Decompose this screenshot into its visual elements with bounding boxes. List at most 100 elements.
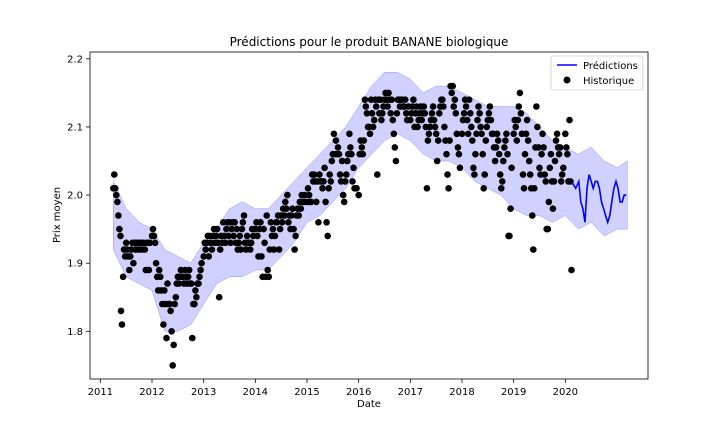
history-point bbox=[304, 185, 312, 192]
history-point bbox=[496, 171, 504, 178]
history-point bbox=[526, 171, 534, 178]
history-point bbox=[344, 157, 351, 165]
history-point bbox=[439, 96, 446, 103]
history-point bbox=[319, 185, 326, 192]
history-point bbox=[321, 164, 328, 172]
history-point bbox=[513, 137, 521, 144]
history-point bbox=[424, 137, 432, 144]
history-point bbox=[451, 96, 459, 103]
history-point bbox=[208, 246, 216, 253]
history-point bbox=[492, 144, 500, 151]
history-point bbox=[166, 300, 173, 308]
history-point bbox=[531, 185, 538, 192]
history-point bbox=[429, 103, 437, 110]
history-point bbox=[467, 110, 474, 117]
x-tick-label: 2012 bbox=[139, 387, 164, 398]
plot-area bbox=[89, 51, 649, 380]
history-point bbox=[330, 130, 338, 138]
history-point bbox=[197, 266, 204, 274]
history-point bbox=[281, 212, 288, 219]
history-point bbox=[464, 130, 472, 138]
history-point bbox=[514, 116, 522, 124]
x-tick-label: 2017 bbox=[398, 387, 423, 398]
history-point bbox=[445, 185, 452, 192]
history-point bbox=[151, 239, 159, 247]
history-point bbox=[552, 137, 560, 144]
history-point bbox=[263, 212, 271, 219]
history-point bbox=[247, 239, 255, 247]
history-point bbox=[538, 150, 545, 158]
history-point bbox=[228, 225, 235, 233]
history-point bbox=[487, 116, 495, 124]
history-point bbox=[392, 157, 400, 165]
history-point bbox=[260, 225, 267, 233]
history-point bbox=[223, 225, 230, 233]
history-point bbox=[502, 137, 509, 144]
history-point bbox=[460, 110, 468, 117]
history-point bbox=[481, 171, 489, 178]
history-point bbox=[289, 205, 296, 212]
history-point bbox=[184, 273, 192, 281]
history-point bbox=[476, 110, 483, 117]
history-point bbox=[560, 164, 567, 172]
history-point bbox=[227, 239, 234, 247]
history-point bbox=[212, 232, 220, 240]
history-point bbox=[127, 253, 134, 260]
history-point bbox=[483, 123, 491, 131]
history-point bbox=[535, 144, 542, 151]
history-point bbox=[551, 157, 559, 165]
history-point bbox=[343, 171, 350, 178]
history-point bbox=[372, 103, 380, 110]
history-point bbox=[510, 130, 517, 138]
history-point bbox=[557, 178, 565, 185]
history-point bbox=[276, 225, 284, 233]
history-point bbox=[566, 116, 573, 124]
history-point bbox=[264, 266, 272, 274]
history-point bbox=[307, 198, 315, 206]
history-point bbox=[222, 239, 229, 247]
history-point bbox=[515, 103, 523, 110]
history-point bbox=[271, 232, 279, 240]
history-point bbox=[564, 150, 571, 158]
history-point bbox=[444, 171, 451, 178]
history-point bbox=[119, 273, 127, 281]
history-point bbox=[111, 171, 118, 178]
history-point bbox=[436, 110, 443, 117]
history-point bbox=[320, 178, 327, 185]
history-point bbox=[205, 253, 213, 260]
history-point bbox=[267, 219, 275, 226]
history-point bbox=[544, 225, 552, 233]
history-point bbox=[164, 280, 171, 287]
history-point bbox=[270, 246, 278, 253]
history-point bbox=[423, 185, 431, 192]
history-point bbox=[316, 171, 323, 178]
history-point bbox=[542, 178, 549, 185]
history-point bbox=[462, 103, 470, 110]
x-tick-label: 2016 bbox=[346, 387, 371, 398]
history-point bbox=[324, 232, 332, 240]
history-point bbox=[470, 164, 477, 172]
x-tick-label: 2020 bbox=[553, 387, 578, 398]
history-point bbox=[191, 300, 198, 308]
history-point bbox=[310, 171, 318, 178]
history-point bbox=[455, 150, 463, 158]
history-point bbox=[145, 266, 153, 274]
history-point bbox=[150, 232, 158, 240]
history-point bbox=[506, 232, 513, 240]
history-point bbox=[216, 246, 224, 253]
history-point bbox=[172, 293, 180, 301]
y-tick-label: 2.1 bbox=[67, 122, 83, 133]
history-point bbox=[349, 178, 356, 185]
history-point bbox=[261, 239, 268, 247]
history-point bbox=[479, 150, 487, 158]
history-point bbox=[117, 307, 125, 315]
history-point bbox=[523, 116, 531, 124]
history-point bbox=[117, 232, 124, 240]
history-point bbox=[529, 212, 536, 219]
history-point bbox=[465, 96, 473, 103]
y-axis-label: Prix moyen bbox=[52, 187, 63, 243]
history-point bbox=[368, 110, 376, 117]
history-point bbox=[507, 205, 514, 212]
history-point bbox=[325, 185, 333, 192]
